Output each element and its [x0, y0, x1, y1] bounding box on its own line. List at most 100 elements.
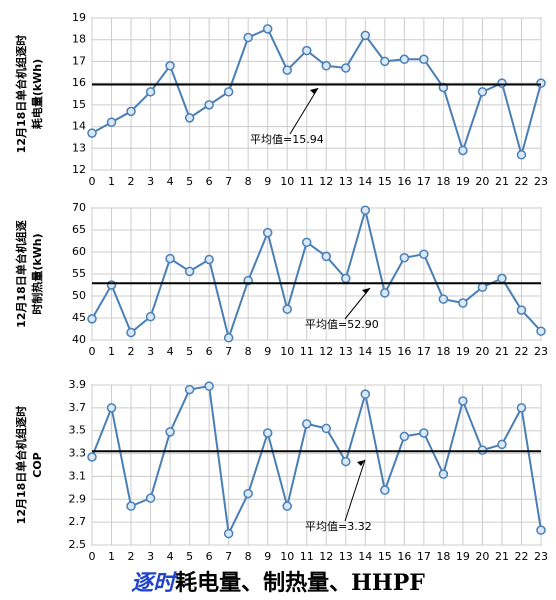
data-point	[243, 32, 253, 43]
y-tick-label: 3.9	[69, 378, 87, 391]
x-tick-label: 0	[89, 550, 96, 563]
data-point	[243, 488, 253, 499]
x-tick-label: 1	[108, 175, 115, 188]
x-tick-label: 1	[108, 345, 115, 358]
y-tick-label: 13	[72, 141, 86, 154]
data-point	[419, 54, 429, 65]
y-axis-label: 12月18日单台机组逐时	[14, 35, 28, 154]
x-tick-label: 11	[300, 345, 314, 358]
x-tick-label: 7	[225, 550, 232, 563]
x-tick-label: 19	[456, 345, 470, 358]
x-tick-label: 10	[280, 175, 294, 188]
x-tick-label: 15	[378, 345, 392, 358]
data-point	[262, 227, 273, 238]
data-point	[145, 311, 156, 322]
arrow-head	[357, 460, 365, 466]
x-tick-label: 20	[475, 345, 489, 358]
x-tick-label: 8	[245, 345, 252, 358]
y-tick-label: 3.1	[69, 469, 87, 482]
x-tick-label: 2	[128, 345, 135, 358]
data-point	[262, 24, 273, 34]
x-tick-label: 4	[167, 175, 174, 188]
data-point	[360, 389, 371, 399]
data-point	[165, 253, 175, 264]
y-tick-label: 65	[72, 223, 86, 236]
x-tick-label: 11	[300, 175, 314, 188]
data-point	[497, 439, 507, 450]
x-tick-label: 16	[397, 345, 411, 358]
x-tick-label: 7	[225, 345, 232, 358]
x-tick-label: 22	[514, 550, 528, 563]
data-point	[282, 304, 292, 314]
data-point	[223, 87, 234, 97]
x-tick-label: 17	[417, 550, 431, 563]
data-point	[477, 87, 488, 97]
data-point	[223, 333, 234, 343]
data-point	[341, 273, 351, 284]
y-axis-label: 时制热量(kWh)	[30, 233, 44, 314]
x-tick-label: 14	[358, 175, 372, 188]
data-point	[126, 501, 136, 511]
data-point	[399, 431, 410, 442]
data-point	[106, 280, 117, 290]
y-tick-label: 12	[72, 163, 86, 176]
data-point	[184, 384, 195, 395]
data-point	[301, 237, 312, 248]
x-tick-label: 2	[128, 550, 135, 563]
data-point	[184, 113, 195, 123]
data-point	[165, 427, 175, 437]
x-tick-label: 21	[495, 550, 509, 563]
y-tick-label: 40	[72, 333, 86, 346]
y-axis-label: 12月18日单台机组逐	[14, 220, 28, 328]
x-tick-label: 14	[358, 345, 372, 358]
data-point	[126, 106, 136, 117]
x-tick-label: 20	[475, 550, 489, 563]
x-tick-label: 23	[534, 175, 548, 188]
caption-highlight: 逐时	[131, 570, 176, 596]
y-tick-label: 17	[72, 54, 86, 67]
y-tick-label: 2.7	[69, 515, 87, 528]
data-point	[419, 428, 429, 438]
x-tick-label: 21	[495, 175, 509, 188]
x-tick-label: 17	[417, 345, 431, 358]
x-tick-label: 8	[245, 550, 252, 563]
data-point	[419, 249, 429, 259]
data-point	[497, 78, 507, 88]
x-tick-label: 13	[339, 550, 353, 563]
data-point	[380, 288, 390, 298]
x-tick-label: 2	[128, 175, 135, 188]
data-point	[536, 525, 546, 535]
data-point	[380, 56, 390, 67]
x-tick-label: 18	[436, 345, 450, 358]
y-tick-label: 2.5	[69, 538, 87, 551]
series-line	[91, 384, 542, 537]
data-point	[341, 63, 351, 73]
y-tick-label: 16	[72, 76, 86, 89]
x-tick-label: 15	[378, 550, 392, 563]
arrow-head	[310, 88, 318, 94]
annotation-arrow	[289, 87, 319, 135]
x-tick-label: 9	[264, 550, 271, 563]
x-tick-label: 16	[397, 175, 411, 188]
data-point	[165, 61, 175, 71]
annotation: 平均值=15.94	[250, 133, 324, 146]
x-tick-label: 5	[186, 550, 193, 563]
data-point	[477, 282, 488, 292]
x-tick-label: 15	[378, 175, 392, 188]
data-point	[282, 501, 292, 511]
x-tick-label: 22	[514, 175, 528, 188]
x-tick-label: 23	[534, 550, 548, 563]
y-axis-label: 耗电量(kWh)	[30, 59, 44, 129]
data-point	[497, 273, 507, 284]
y-tick-label: 2.9	[69, 492, 87, 505]
x-tick-label: 10	[280, 345, 294, 358]
caption: 逐时耗电量、制热量、HHPF	[0, 565, 556, 597]
x-tick-label: 3	[147, 550, 154, 563]
data-point	[106, 403, 117, 413]
data-point	[341, 456, 351, 467]
data-point	[321, 251, 332, 262]
annotation-arrow	[344, 459, 366, 522]
x-tick-label: 19	[456, 175, 470, 188]
